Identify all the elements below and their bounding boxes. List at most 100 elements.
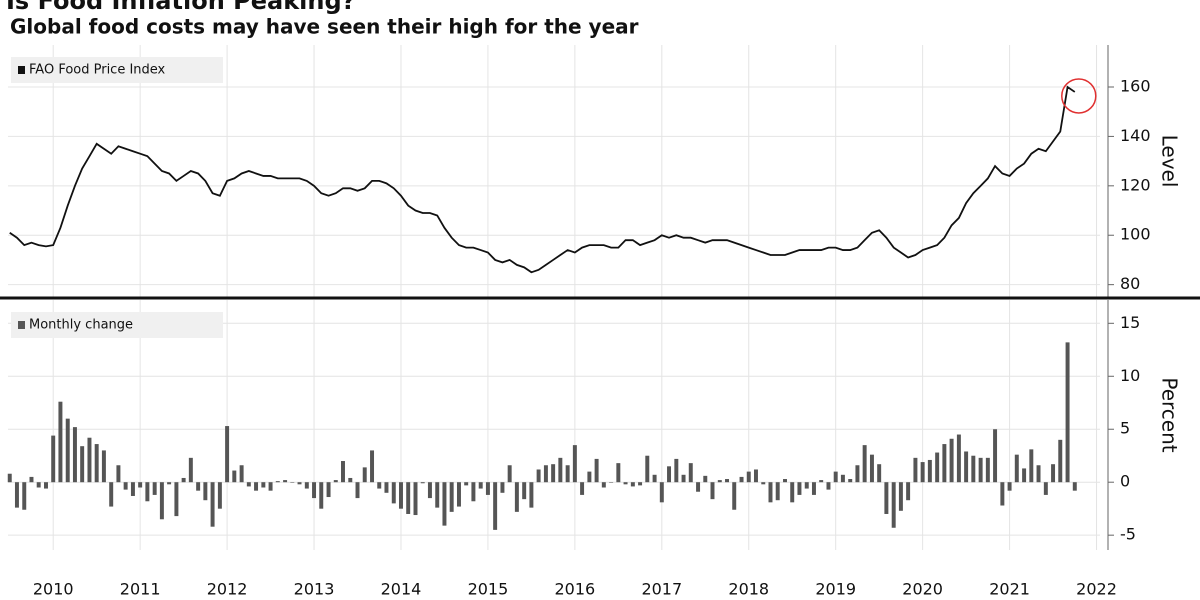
bar bbox=[341, 461, 345, 483]
x-tick-label: 2019 bbox=[815, 580, 856, 599]
bar bbox=[942, 444, 947, 483]
bar bbox=[790, 482, 795, 503]
chart-title: Is Food Inflation Peaking? bbox=[6, 0, 356, 15]
bar bbox=[638, 482, 643, 486]
bar bbox=[232, 470, 237, 483]
bar bbox=[703, 475, 708, 483]
bar bbox=[739, 476, 744, 483]
bar bbox=[580, 482, 585, 495]
bar bbox=[753, 469, 758, 483]
bar bbox=[862, 445, 867, 483]
bar bbox=[500, 482, 505, 493]
bar bbox=[514, 482, 519, 512]
bar bbox=[225, 426, 230, 483]
bar bbox=[869, 454, 874, 483]
bar bbox=[1014, 454, 1019, 483]
bar bbox=[36, 482, 41, 488]
x-tick-label: 2016 bbox=[555, 580, 596, 599]
bar bbox=[80, 446, 85, 483]
bar bbox=[507, 465, 512, 483]
bar bbox=[956, 434, 961, 483]
bar bbox=[174, 482, 179, 517]
bar bbox=[290, 482, 295, 483]
bar bbox=[609, 482, 614, 483]
bar bbox=[826, 482, 831, 490]
bar bbox=[587, 471, 592, 483]
bar bbox=[420, 482, 425, 484]
bar bbox=[283, 480, 288, 483]
bar bbox=[725, 479, 730, 483]
bar bbox=[971, 455, 976, 483]
bar bbox=[811, 482, 816, 495]
x-tick-label: 2022 bbox=[1076, 580, 1117, 599]
bar bbox=[543, 465, 548, 483]
bar bbox=[261, 482, 266, 488]
bar bbox=[927, 459, 932, 483]
bar bbox=[304, 482, 309, 489]
bar bbox=[572, 445, 577, 483]
bar bbox=[406, 482, 411, 514]
x-tick-label: 2017 bbox=[641, 580, 682, 599]
bar bbox=[326, 482, 331, 498]
bar bbox=[993, 429, 998, 483]
bar bbox=[196, 482, 201, 491]
bar bbox=[449, 482, 454, 512]
y-tick-label: 0 bbox=[1120, 472, 1130, 491]
highlight-circle bbox=[1061, 78, 1097, 114]
y-tick-label: 120 bbox=[1120, 175, 1151, 194]
bar bbox=[877, 464, 882, 483]
bar bbox=[645, 455, 650, 483]
y-tick-label: 100 bbox=[1120, 225, 1151, 244]
bar bbox=[485, 482, 490, 495]
y-tick-label: 160 bbox=[1120, 77, 1151, 96]
bar bbox=[985, 457, 990, 483]
bar bbox=[949, 438, 954, 483]
bar bbox=[138, 482, 143, 488]
x-tick-label: 2013 bbox=[294, 580, 335, 599]
bar bbox=[1065, 342, 1070, 483]
y-tick-label: 80 bbox=[1120, 274, 1140, 293]
bar bbox=[435, 482, 440, 508]
bar bbox=[1043, 482, 1048, 495]
x-tick-label: 2021 bbox=[989, 580, 1030, 599]
x-tick-label: 2011 bbox=[120, 580, 161, 599]
bar bbox=[681, 474, 686, 483]
legend-swatch bbox=[18, 321, 25, 329]
bar bbox=[1058, 439, 1063, 483]
bar bbox=[674, 458, 679, 483]
bar bbox=[442, 482, 447, 526]
legend-label: FAO Food Price Index bbox=[29, 63, 166, 78]
bar bbox=[616, 463, 621, 483]
bar bbox=[840, 474, 845, 483]
bar bbox=[167, 482, 172, 485]
bar bbox=[848, 479, 853, 483]
legend-box bbox=[11, 57, 223, 83]
bar bbox=[355, 482, 360, 499]
bar bbox=[855, 465, 860, 483]
bar bbox=[775, 482, 780, 501]
x-tick-label: 2014 bbox=[381, 580, 422, 599]
bar bbox=[913, 457, 918, 483]
bar bbox=[297, 482, 302, 485]
bar bbox=[384, 482, 389, 493]
marks bbox=[7, 78, 1097, 530]
bar bbox=[348, 477, 353, 483]
bar bbox=[44, 482, 48, 489]
bar bbox=[522, 482, 527, 500]
bar bbox=[65, 418, 70, 483]
bar bbox=[29, 476, 34, 483]
bar bbox=[688, 463, 693, 483]
bar bbox=[920, 462, 925, 483]
bar bbox=[652, 474, 657, 483]
bar bbox=[427, 482, 432, 499]
bar bbox=[717, 480, 722, 483]
bar bbox=[159, 482, 164, 520]
legend-swatch bbox=[18, 66, 25, 74]
bar bbox=[51, 435, 56, 483]
bar bbox=[239, 465, 244, 483]
bar bbox=[203, 482, 208, 501]
bar bbox=[217, 482, 222, 509]
